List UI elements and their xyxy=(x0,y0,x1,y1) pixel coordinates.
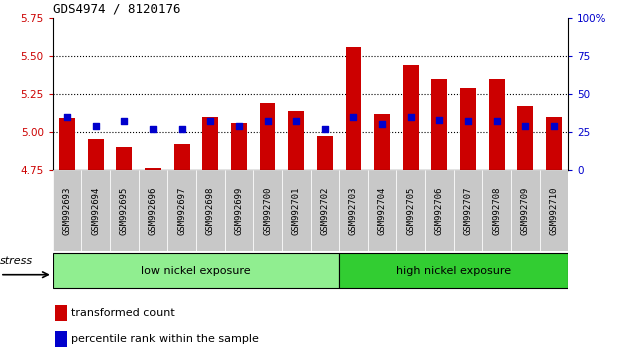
Point xyxy=(234,123,244,129)
Text: GSM992705: GSM992705 xyxy=(406,187,415,235)
Point xyxy=(291,118,301,124)
FancyBboxPatch shape xyxy=(540,170,568,251)
Point xyxy=(91,123,101,129)
Text: GSM992704: GSM992704 xyxy=(378,187,387,235)
Bar xyxy=(432,79,447,170)
Text: high nickel exposure: high nickel exposure xyxy=(396,266,511,276)
Point xyxy=(119,118,129,124)
Point xyxy=(177,126,187,132)
FancyBboxPatch shape xyxy=(310,170,339,251)
Bar xyxy=(317,136,333,170)
Text: GSM992694: GSM992694 xyxy=(91,187,100,235)
FancyBboxPatch shape xyxy=(396,170,425,251)
Text: GSM992707: GSM992707 xyxy=(463,187,473,235)
Point xyxy=(463,118,473,124)
Bar xyxy=(231,123,247,170)
Bar xyxy=(489,79,504,170)
Point xyxy=(263,118,273,124)
Bar xyxy=(546,117,562,170)
Bar xyxy=(145,169,161,170)
Text: percentile rank within the sample: percentile rank within the sample xyxy=(71,334,259,344)
Point xyxy=(406,114,415,120)
FancyBboxPatch shape xyxy=(196,170,225,251)
Bar xyxy=(403,65,419,170)
FancyBboxPatch shape xyxy=(167,170,196,251)
Bar xyxy=(288,110,304,170)
Point xyxy=(206,118,215,124)
FancyBboxPatch shape xyxy=(253,170,282,251)
FancyBboxPatch shape xyxy=(425,170,454,251)
Bar xyxy=(517,106,533,170)
Bar xyxy=(88,139,104,170)
FancyBboxPatch shape xyxy=(81,170,110,251)
FancyBboxPatch shape xyxy=(55,305,66,321)
Point xyxy=(549,123,559,129)
FancyBboxPatch shape xyxy=(110,170,138,251)
FancyBboxPatch shape xyxy=(339,253,568,288)
FancyBboxPatch shape xyxy=(55,331,66,347)
Text: GSM992695: GSM992695 xyxy=(120,187,129,235)
Bar xyxy=(460,88,476,170)
FancyBboxPatch shape xyxy=(483,170,511,251)
Bar xyxy=(59,118,75,170)
Text: GSM992709: GSM992709 xyxy=(521,187,530,235)
Point xyxy=(62,114,72,120)
Text: GSM992698: GSM992698 xyxy=(206,187,215,235)
Text: GSM992699: GSM992699 xyxy=(234,187,243,235)
FancyBboxPatch shape xyxy=(454,170,483,251)
Bar xyxy=(202,117,218,170)
Text: GSM992706: GSM992706 xyxy=(435,187,444,235)
Point xyxy=(320,126,330,132)
Text: stress: stress xyxy=(0,256,33,266)
Text: transformed count: transformed count xyxy=(71,308,175,318)
FancyBboxPatch shape xyxy=(282,170,310,251)
Bar xyxy=(174,144,189,170)
Point xyxy=(492,118,502,124)
Bar xyxy=(117,147,132,170)
Text: GSM992696: GSM992696 xyxy=(148,187,158,235)
Point xyxy=(377,121,387,127)
FancyBboxPatch shape xyxy=(53,253,339,288)
Point xyxy=(348,114,358,120)
Text: low nickel exposure: low nickel exposure xyxy=(141,266,251,276)
Text: GSM992710: GSM992710 xyxy=(550,187,558,235)
Text: GSM992708: GSM992708 xyxy=(492,187,501,235)
Text: GSM992700: GSM992700 xyxy=(263,187,272,235)
FancyBboxPatch shape xyxy=(225,170,253,251)
Bar xyxy=(374,114,390,170)
Text: GSM992701: GSM992701 xyxy=(292,187,301,235)
FancyBboxPatch shape xyxy=(368,170,396,251)
Bar xyxy=(260,103,276,170)
Text: GSM992697: GSM992697 xyxy=(177,187,186,235)
FancyBboxPatch shape xyxy=(511,170,540,251)
Text: GDS4974 / 8120176: GDS4974 / 8120176 xyxy=(53,2,180,15)
Text: GSM992702: GSM992702 xyxy=(320,187,329,235)
FancyBboxPatch shape xyxy=(339,170,368,251)
FancyBboxPatch shape xyxy=(138,170,167,251)
Point xyxy=(435,117,445,122)
Text: GSM992703: GSM992703 xyxy=(349,187,358,235)
FancyBboxPatch shape xyxy=(53,170,81,251)
Point xyxy=(520,123,530,129)
Point xyxy=(148,126,158,132)
Bar xyxy=(345,47,361,170)
Text: GSM992693: GSM992693 xyxy=(63,187,71,235)
